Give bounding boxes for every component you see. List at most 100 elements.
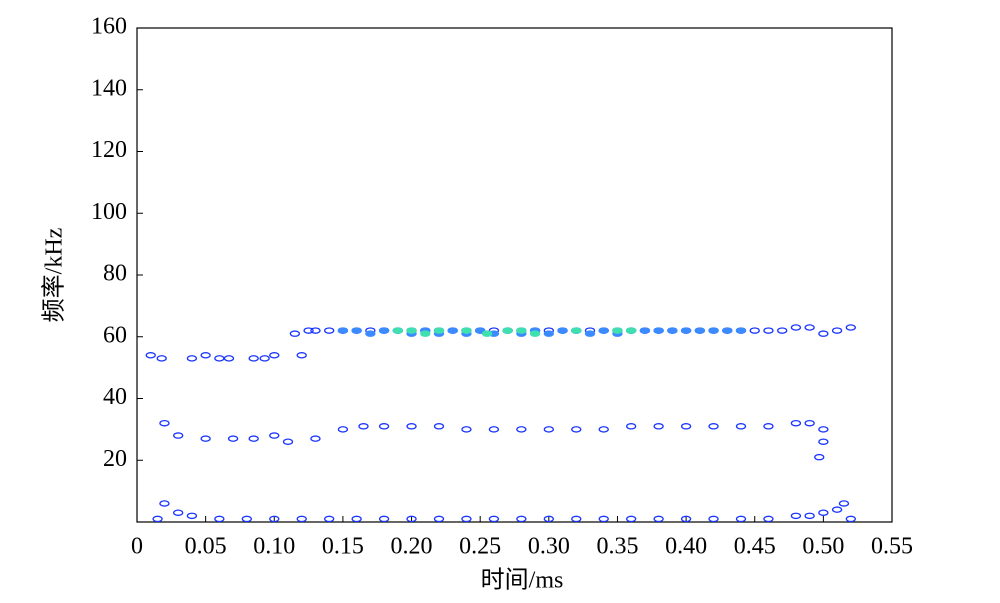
contour-blob	[626, 327, 637, 334]
contour-blob	[378, 423, 390, 430]
contour-blob	[269, 352, 280, 359]
contour-blob	[186, 512, 198, 520]
contour-blob	[818, 438, 829, 445]
contour-blob	[571, 515, 582, 523]
contour-blob	[735, 327, 747, 334]
contour-blob	[831, 327, 843, 334]
contour-blob	[378, 515, 390, 523]
contour-blob	[433, 515, 445, 523]
contour-blob	[735, 423, 747, 430]
contour-blob	[763, 327, 774, 334]
y-axis-label: 频率/kHz	[41, 228, 68, 323]
contour-blob	[612, 327, 623, 334]
contour-blob	[475, 327, 486, 334]
contour-blob	[173, 509, 184, 516]
contour-blob	[653, 327, 664, 334]
contour-blob	[241, 515, 252, 523]
contour-blob	[337, 327, 349, 334]
contour-blob	[598, 327, 609, 334]
contour-blob	[667, 327, 678, 334]
contour-blob	[845, 324, 856, 331]
contour-blob	[481, 330, 493, 337]
y-tick-label: 120	[91, 137, 127, 163]
contour-blob	[433, 423, 445, 430]
contour-blob	[488, 426, 500, 433]
contour-blob	[584, 330, 596, 337]
contour-blob	[200, 435, 211, 442]
contour-blob	[516, 426, 527, 433]
x-tick-label: 0.40	[665, 534, 707, 560]
contour-blob	[653, 423, 664, 430]
contour-blob	[680, 423, 692, 430]
contour-blob	[269, 432, 280, 439]
y-tick-label: 60	[103, 322, 127, 348]
contour-blob	[433, 327, 445, 334]
contour-blob	[516, 327, 527, 334]
contour-blob	[351, 327, 362, 334]
contour-blob	[639, 327, 651, 334]
contour-blob	[708, 327, 719, 334]
contour-blob	[790, 512, 802, 520]
x-tick-label: 0.55	[871, 534, 913, 560]
contour-blob	[804, 419, 815, 427]
x-tick-label: 0.20	[391, 534, 433, 560]
contour-blob	[818, 330, 829, 337]
contour-blob	[248, 355, 259, 362]
contour-blob	[722, 327, 733, 334]
contour-blob	[461, 327, 472, 334]
contour-blob	[296, 515, 307, 523]
contour-blob	[735, 515, 747, 523]
contour-blob	[156, 355, 167, 362]
contour-blob	[461, 426, 472, 433]
contour-blob	[152, 515, 163, 523]
contour-blob	[282, 438, 294, 445]
contour-blob	[145, 352, 156, 359]
contour-blob	[708, 515, 719, 523]
contour-blob	[214, 515, 225, 523]
contour-blob	[831, 506, 843, 513]
contour-blob	[680, 515, 692, 523]
contour-blob	[310, 327, 321, 334]
x-tick-label: 0.10	[253, 534, 295, 560]
contour-blob	[378, 327, 390, 334]
contour-blob	[763, 423, 774, 430]
x-tick-label: 0.05	[185, 534, 227, 560]
contour-blob	[351, 515, 362, 523]
contour-blob	[516, 515, 527, 523]
contour-blob	[248, 435, 259, 442]
x-tick-label: 0.35	[596, 534, 638, 560]
y-tick-label: 80	[103, 261, 127, 287]
contour-blob	[708, 423, 719, 430]
y-tick-label: 100	[91, 199, 127, 225]
x-tick-label: 0.25	[459, 534, 501, 560]
contour-blob	[186, 355, 198, 362]
contour-blob	[296, 352, 307, 359]
contour-blob	[223, 355, 235, 362]
contour-blob	[557, 327, 568, 334]
contour-blob	[269, 515, 280, 523]
contour-blob	[447, 327, 458, 334]
contour-blob	[763, 515, 774, 523]
contour-blob	[626, 423, 637, 430]
contour-blob	[310, 435, 321, 442]
contour-blob	[365, 330, 376, 337]
contour-blob	[406, 327, 417, 334]
y-tick-label: 140	[91, 75, 127, 101]
plot-frame	[136, 27, 893, 523]
contour-blob	[777, 327, 788, 334]
contour-blob	[790, 419, 802, 427]
contour-blob	[598, 515, 609, 523]
contour-blob	[461, 515, 472, 523]
contour-blob	[749, 327, 760, 334]
contour-blob	[543, 426, 554, 433]
contour-blob	[159, 419, 170, 427]
contour-blob	[289, 330, 301, 337]
contour-blob	[571, 327, 582, 334]
contour-blob	[694, 327, 705, 334]
contour-blob	[488, 515, 500, 523]
contour-blob	[804, 512, 815, 520]
contour-blob	[159, 500, 170, 507]
contour-blob	[324, 327, 335, 334]
contour-blob	[502, 327, 513, 334]
